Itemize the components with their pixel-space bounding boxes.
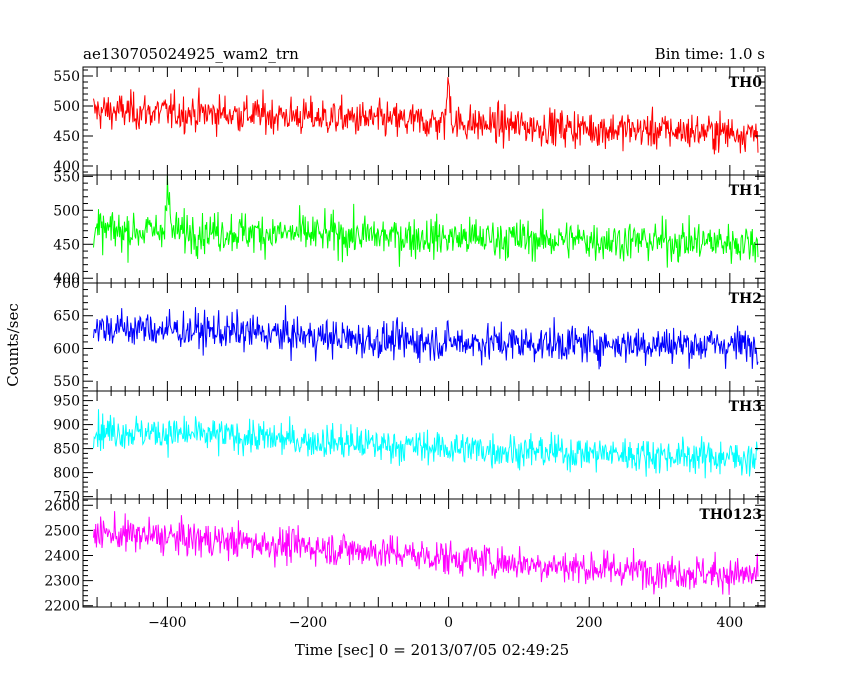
series-th2-line xyxy=(93,305,759,370)
y-tick-label: 450 xyxy=(53,129,80,145)
y-tick-label: 550 xyxy=(53,169,80,185)
y-tick-label: 800 xyxy=(53,466,80,482)
x-tick-label: −200 xyxy=(289,615,327,631)
chart-title: ae130705024925_wam2_trn xyxy=(83,45,299,63)
panel-label-th0: TH0 xyxy=(729,75,763,91)
x-tick-label: −400 xyxy=(148,615,186,631)
panel-th0: 400 450 500 550 TH0 xyxy=(53,66,766,176)
y-tick-label: 700 xyxy=(53,276,80,292)
panels: 400 450 500 550 TH0 400 450 500 550 TH1 550 600 650 7… xyxy=(44,66,766,615)
y-tick-label: 550 xyxy=(53,69,80,85)
x-tick-label: 200 xyxy=(576,615,603,631)
y-tick-label: 2500 xyxy=(44,523,80,539)
y-tick-label: 2600 xyxy=(44,498,80,514)
x-axis: −400 −200 0 200 400 xyxy=(148,615,743,631)
y-tick-label: 850 xyxy=(53,442,80,458)
x-tick-label: 0 xyxy=(444,615,453,631)
panel-th2: 550 600 650 700 TH2 xyxy=(53,276,766,392)
x-axis-label: Time [sec] 0 = 2013/07/05 02:49:25 xyxy=(295,641,569,659)
series-th0123-line xyxy=(93,511,759,595)
x-tick-label: 400 xyxy=(716,615,743,631)
y-tick-label: 600 xyxy=(53,341,80,357)
panel-label-th0123: TH0123 xyxy=(699,507,762,523)
y-tick-label: 500 xyxy=(53,99,80,115)
panel-th0123: 2200 2300 2400 2500 2600 TH0123 xyxy=(44,498,766,615)
y-tick-label: 550 xyxy=(53,374,80,390)
series-th3-line xyxy=(93,409,759,479)
y-tick-label: 650 xyxy=(53,309,80,325)
panel-frame xyxy=(82,498,766,608)
y-tick-label: 2200 xyxy=(44,599,80,615)
y-tick-label: 750 xyxy=(53,490,80,506)
y-tick-label: 950 xyxy=(53,394,80,410)
y-tick-label: 450 xyxy=(53,237,80,253)
bin-time-label: Bin time: 1.0 s xyxy=(655,45,765,63)
panel-th1: 400 450 500 550 TH1 xyxy=(53,169,766,287)
y-tick-label: 900 xyxy=(53,418,80,434)
series-th1-line xyxy=(93,174,759,268)
panel-label-th3: TH3 xyxy=(729,399,762,415)
y-tick-label: 2300 xyxy=(44,574,80,590)
series-th0-line xyxy=(93,77,759,155)
y-axis-label: Counts/sec xyxy=(4,303,22,387)
panel-th3: 750 800 850 900 950 TH3 xyxy=(53,390,766,506)
panel-label-th1: TH1 xyxy=(729,183,762,199)
y-tick-label: 400 xyxy=(53,159,80,175)
y-tick-label: 2400 xyxy=(44,549,80,565)
y-tick-label: 500 xyxy=(53,203,80,219)
y-tick-label: 400 xyxy=(53,271,80,287)
panel-label-th2: TH2 xyxy=(729,291,762,307)
